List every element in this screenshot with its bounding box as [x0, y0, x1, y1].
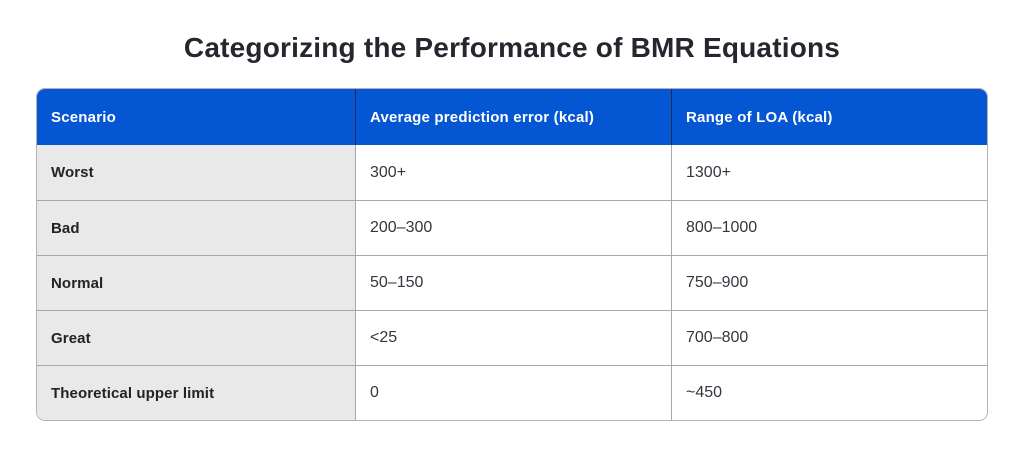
table-row: Theoretical upper limit 0 ~450 [37, 365, 987, 420]
cell-loa-range: 700–800 [671, 311, 987, 365]
cell-avg-error: 300+ [355, 145, 671, 200]
cell-loa-range: 1300+ [671, 145, 987, 200]
cell-avg-error: 50–150 [355, 256, 671, 310]
cell-scenario: Great [37, 311, 355, 365]
cell-scenario: Bad [37, 201, 355, 255]
table-row: Worst 300+ 1300+ [37, 145, 987, 200]
cell-loa-range: 800–1000 [671, 201, 987, 255]
cell-scenario: Normal [37, 256, 355, 310]
cell-loa-range: 750–900 [671, 256, 987, 310]
table-row: Normal 50–150 750–900 [37, 255, 987, 310]
page-title: Categorizing the Performance of BMR Equa… [183, 32, 841, 63]
bmr-performance-table: Scenario Average prediction error (kcal)… [36, 88, 988, 421]
table-row: Great <25 700–800 [37, 310, 987, 365]
table-row: Bad 200–300 800–1000 [37, 200, 987, 255]
cell-scenario: Theoretical upper limit [37, 366, 355, 420]
cell-avg-error: <25 [355, 311, 671, 365]
cell-avg-error: 200–300 [355, 201, 671, 255]
column-header-loa-range: Range of LOA (kcal) [671, 89, 987, 145]
table-header-row: Scenario Average prediction error (kcal)… [37, 89, 987, 145]
cell-scenario: Worst [37, 145, 355, 200]
column-header-avg-error: Average prediction error (kcal) [355, 89, 671, 145]
cell-loa-range: ~450 [671, 366, 987, 420]
cell-avg-error: 0 [355, 366, 671, 420]
column-header-scenario: Scenario [51, 108, 116, 126]
